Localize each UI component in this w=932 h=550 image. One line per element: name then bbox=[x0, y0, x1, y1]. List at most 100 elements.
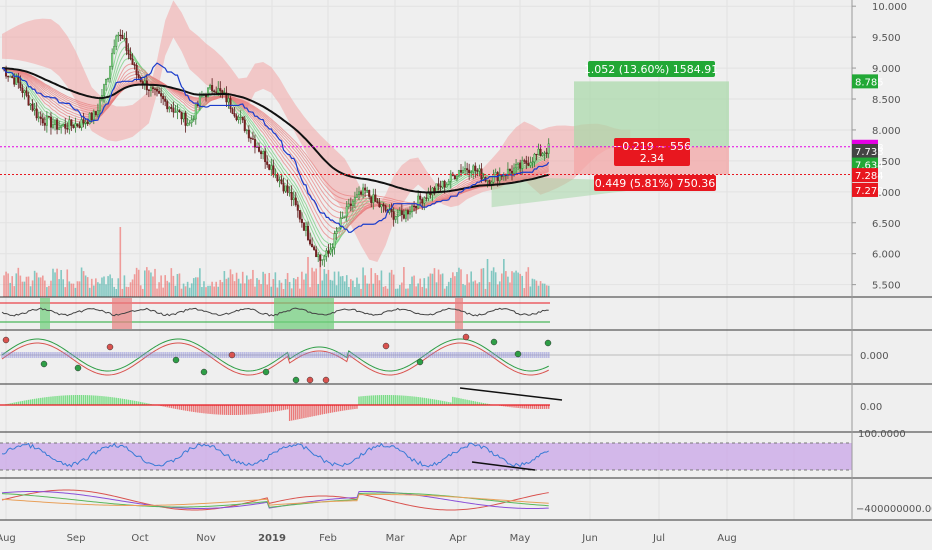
volume-bar bbox=[439, 274, 442, 297]
wave-hist bbox=[154, 352, 156, 358]
price-tag-label: 7.284 bbox=[855, 171, 884, 182]
wave-hist bbox=[119, 352, 122, 358]
volume-bar bbox=[44, 280, 46, 297]
volume-bar bbox=[386, 288, 389, 297]
wave-hist bbox=[484, 352, 487, 358]
wave-hist bbox=[180, 352, 183, 358]
price-axis[interactable]: 10.000 9.500 9.000 8.500 8.000 7.500 7.000 6.50… bbox=[852, 2, 907, 292]
volume-bar bbox=[423, 278, 426, 297]
volume-bar bbox=[311, 267, 313, 297]
macd-bar bbox=[27, 399, 30, 405]
volume-bar bbox=[284, 279, 287, 297]
candle-body bbox=[525, 160, 528, 164]
candle-body bbox=[460, 170, 463, 173]
candle-body bbox=[113, 46, 116, 54]
candle-body bbox=[86, 121, 89, 124]
macd-bar bbox=[25, 400, 28, 405]
wave-hist bbox=[468, 352, 470, 358]
wave-hist bbox=[272, 352, 275, 358]
candle-body bbox=[39, 116, 42, 119]
wave-hist bbox=[405, 352, 407, 358]
wave-hist bbox=[435, 352, 438, 358]
candle-body bbox=[90, 113, 93, 120]
macd-bar bbox=[164, 405, 166, 407]
candle-body bbox=[137, 74, 140, 78]
macd-bar bbox=[86, 395, 89, 405]
candle-body bbox=[58, 127, 61, 130]
wave-hist bbox=[19, 352, 22, 358]
candle-body bbox=[370, 196, 373, 203]
wave-hist bbox=[39, 352, 42, 358]
long-position-tool[interactable]: 1.052 (13.60%) 1584.91 −0.219 ~ 556 2.34… bbox=[574, 61, 729, 191]
macd-bar bbox=[352, 405, 354, 410]
macd-bar bbox=[252, 405, 254, 415]
wave-hist bbox=[452, 352, 454, 358]
candle-body bbox=[415, 206, 418, 209]
macd-bar bbox=[372, 395, 374, 405]
candle-body bbox=[329, 249, 332, 254]
wave-hist bbox=[93, 352, 95, 358]
volume-bar bbox=[137, 269, 140, 297]
macd-bar bbox=[248, 405, 250, 415]
time-tick: 2019 bbox=[258, 533, 286, 544]
volume-bar bbox=[337, 271, 340, 297]
wave-hist bbox=[258, 352, 260, 358]
volume-bar bbox=[509, 282, 511, 297]
candle-body bbox=[98, 99, 101, 111]
candle-body bbox=[309, 239, 312, 245]
macd-bar bbox=[395, 395, 397, 405]
price-tag bbox=[852, 182, 878, 197]
candle-body bbox=[508, 168, 511, 172]
time-axis[interactable]: Aug Sep Oct Nov 2019 Feb Mar Apr May Jun Jul Aug bbox=[0, 533, 737, 544]
volume-bar bbox=[421, 286, 424, 297]
candle-body bbox=[327, 250, 330, 254]
volume-bar bbox=[327, 269, 330, 297]
macd-bar bbox=[231, 405, 234, 415]
wave-hist bbox=[543, 352, 546, 358]
wave-hist bbox=[25, 352, 28, 358]
macd-bar bbox=[66, 395, 68, 405]
macd-bar bbox=[144, 402, 146, 405]
volume-bar bbox=[154, 268, 156, 297]
wave-hist bbox=[394, 352, 397, 358]
wave-hist bbox=[301, 352, 303, 358]
macd-bar bbox=[452, 396, 454, 405]
candle-body bbox=[384, 205, 387, 211]
wave-hist bbox=[386, 352, 389, 358]
macd-bar bbox=[513, 405, 515, 408]
candle-body bbox=[262, 151, 265, 155]
wave-hist bbox=[190, 352, 193, 358]
candle-body bbox=[533, 153, 536, 163]
volume-bar bbox=[545, 285, 548, 297]
macd-bar bbox=[109, 396, 111, 405]
wave-hist bbox=[527, 352, 530, 358]
wave-hist bbox=[366, 352, 368, 358]
price-tick: 7.000 bbox=[872, 188, 901, 199]
indicator-line bbox=[1, 493, 549, 507]
macd-bar bbox=[199, 405, 201, 413]
candle-body bbox=[402, 214, 405, 219]
wave-hist bbox=[396, 352, 399, 358]
wave-hist bbox=[64, 352, 67, 358]
wave-hist bbox=[403, 352, 405, 358]
candle-body bbox=[27, 95, 30, 106]
macd-bar bbox=[337, 405, 340, 412]
price-tag bbox=[852, 168, 878, 183]
volume-bar bbox=[237, 278, 240, 297]
candle-body bbox=[82, 119, 85, 124]
signal-dot bbox=[200, 368, 208, 376]
volume-bar bbox=[543, 283, 546, 297]
wave-hist bbox=[17, 352, 20, 358]
volume-bar bbox=[160, 275, 162, 297]
wave-hist bbox=[531, 352, 534, 358]
price-tick: 9.500 bbox=[872, 33, 901, 44]
volume-bar bbox=[354, 287, 356, 297]
wave-hist bbox=[354, 352, 356, 358]
macd-bar bbox=[331, 405, 334, 413]
macd-bar bbox=[142, 402, 144, 405]
macd-bar bbox=[525, 405, 527, 409]
candle-body bbox=[406, 210, 409, 215]
macd-bar bbox=[278, 405, 281, 411]
wave-hist bbox=[113, 352, 115, 358]
